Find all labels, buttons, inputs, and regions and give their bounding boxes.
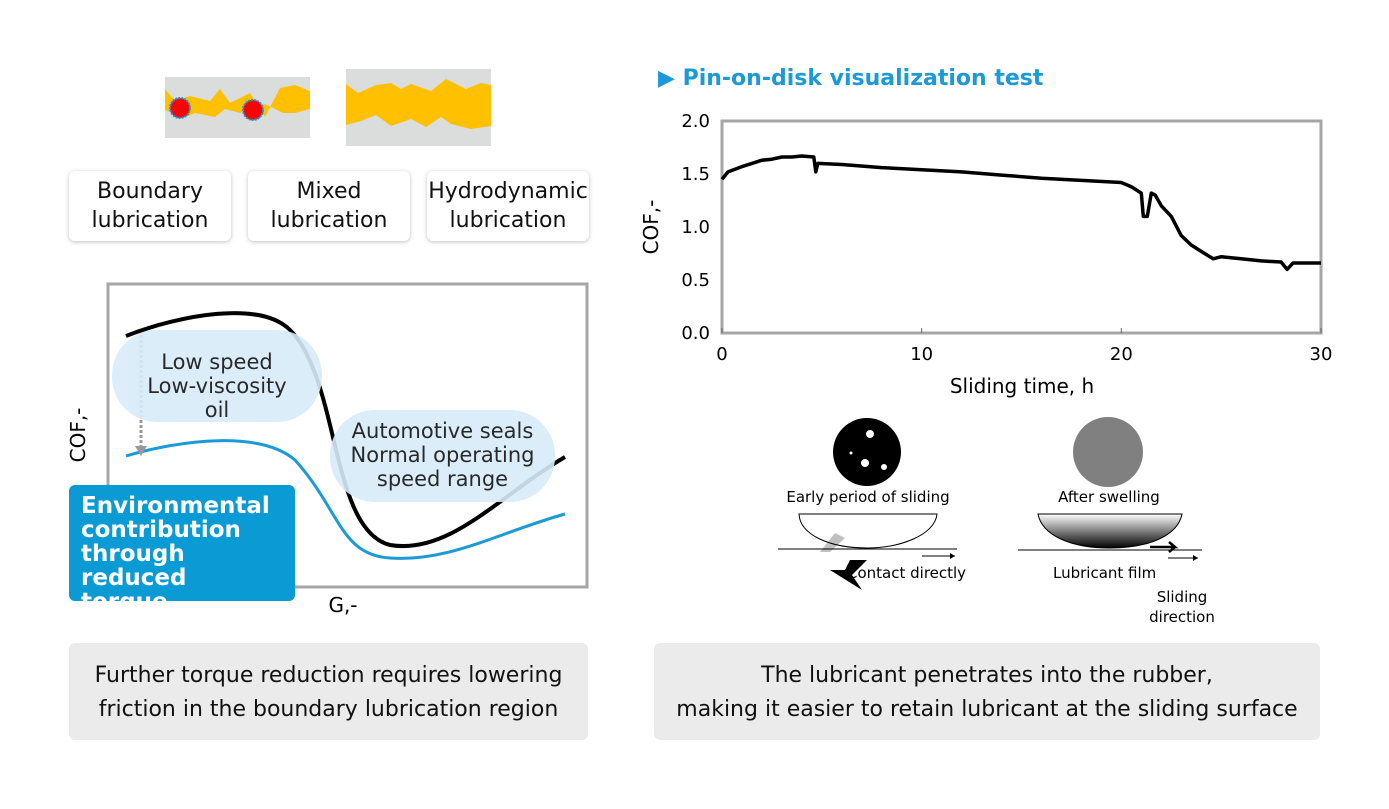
hydrodynamic-lubrication-image [346,69,491,146]
y-axis-label: COF,- [66,408,90,463]
arrow-head-icon [135,446,147,456]
highlight-line: contribution [81,517,241,543]
y-tick-label: 0.5 [681,270,710,291]
reduced-cof-curve [125,439,566,560]
highlight-line: Environmental [81,493,270,519]
highlight-line: through reduced [81,541,187,591]
film-label: Lubricant film [1053,564,1156,582]
x-tick-label: 10 [910,344,933,365]
left-caption: Further torque reduction requires loweri… [69,643,588,740]
boundary-lubrication-image [165,77,310,138]
y-tick-label: 1.5 [681,164,710,185]
after-label: After swelling [1058,488,1160,506]
bubble-line: Low-viscosity [147,374,287,398]
after-swelling-image [1073,417,1143,487]
x-tick-label: 30 [1310,344,1333,365]
label-line: Mixed [296,179,362,204]
contact-label: Contact directly [847,564,966,582]
x-tick-label: 20 [1110,344,1133,365]
stribeck-diagram: COF,- G,- [66,282,589,617]
caption-line: The lubricant penetrates into the rubber… [761,663,1213,688]
triangle-right-icon: ▶ [658,66,675,91]
visualization-figure: Early period of sliding After swelling C… [778,417,1215,626]
direction-label: Sliding [1157,588,1208,606]
label-line: Hydrodynamic [428,179,588,204]
caption-line: friction in the boundary lubrication reg… [98,697,559,722]
bubble-automotive-seals: Automotive seals Normal operating speed … [330,410,555,502]
highlight-line: torque [81,589,168,615]
section-title: ▶ Pin-on-disk visualization test [658,66,1043,91]
x-axis-label: G,- [328,593,357,617]
direction-label: direction [1149,608,1215,626]
bubble-line: Automotive seals [351,419,534,443]
caption-line: making it easier to retain lubricant at … [676,697,1298,722]
bubble-line: Normal operating [350,443,535,467]
swollen-rubber-pin [1037,513,1183,549]
bubble-line: oil [204,398,230,422]
cof-chart: 0 10 20 30 0.0 0.5 1.0 1.5 2.0 Sliding time, h C… [639,111,1333,398]
early-label: Early period of sliding [786,488,949,506]
y-tick-label: 2.0 [681,111,710,132]
caption-line: Further torque reduction requires loweri… [94,663,563,688]
bubble-line: Low speed [161,350,273,374]
series-line [720,154,1321,272]
label-hydrodynamic-lubrication: Hydrodynamic lubrication [427,171,589,241]
contact-lightning-icon [830,560,867,590]
y-axis-label: COF,- [639,200,663,255]
early-contact-image [833,418,901,486]
label-boundary-lubrication: Boundary lubrication [69,171,231,241]
label-mixed-lubrication: Mixed lubrication [248,171,410,241]
arrow-icon [1150,541,1179,553]
bubble-line: speed range [376,467,509,491]
x-tick-label: 0 [716,344,727,365]
label-line: Boundary [97,179,203,204]
diagram-frame [106,282,589,589]
early-rubber-pin [798,513,938,549]
plot-frame [720,119,1323,335]
label-line: lubrication [270,208,388,233]
bubble-low-speed: Low speed Low-viscosity oil [112,330,322,422]
y-tick-label: 1.0 [681,217,710,238]
right-caption: The lubricant penetrates into the rubber… [654,643,1320,740]
y-tick-label: 0.0 [681,323,710,344]
x-axis-label: Sliding time, h [950,374,1094,398]
section-title-text: Pin-on-disk visualization test [682,66,1044,91]
highlight-environmental-contribution: Environmental contribution through reduc… [69,485,295,614]
sliding-direction-arrow [1193,555,1198,561]
label-line: lubrication [449,208,567,233]
label-line: lubrication [91,208,209,233]
